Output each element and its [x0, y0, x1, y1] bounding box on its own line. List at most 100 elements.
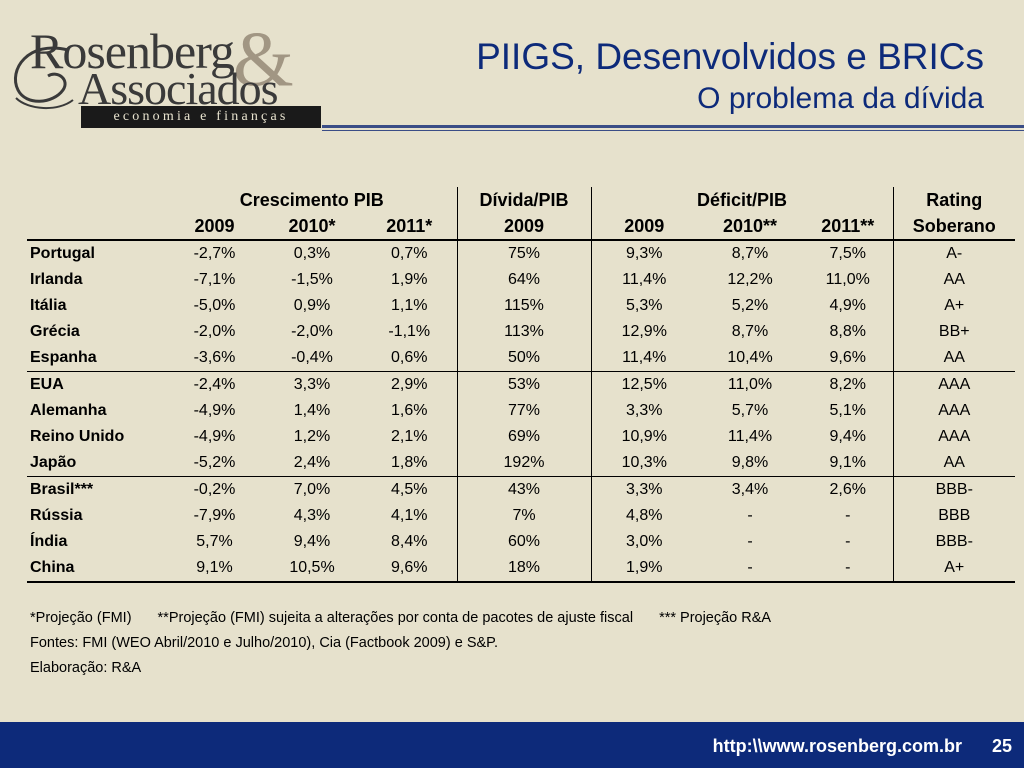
table-row: Irlanda -7,1% -1,5% 1,9% 64% 11,4% 12,2% 11,0% A… [27, 267, 1015, 293]
deficit-2009: 3,3% [590, 398, 697, 424]
header-rating: Rating [892, 187, 1015, 213]
country-name: Irlanda [30, 271, 83, 288]
growth-2011: 1,6% [391, 402, 428, 419]
table-row: Brasil*** -0,2% 7,0% 4,5% 43% 3,3% 3,4% 2,6% BBB… [27, 476, 1015, 503]
deficit-2009: 4,8% [590, 503, 697, 529]
deficit-2009: 5,3% [590, 293, 697, 319]
header-rule-thin [322, 130, 1024, 131]
country-name: Grécia [30, 323, 80, 340]
country-name: Espanha [27, 345, 167, 372]
country-name: Reino Unido [30, 428, 125, 445]
growth-2010: 3,3% [293, 376, 331, 393]
growth-2011: 1,1% [391, 297, 428, 314]
sovereign-rating: A- [892, 240, 1015, 267]
table-row: EUA -2,4% 3,3% 2,9% 53% 12,5% 11,0% 8,2% AAA [27, 371, 1015, 398]
deficit-2010: 3,4% [731, 481, 769, 498]
deficit-2010: - [747, 507, 753, 524]
deficit-2009: 1,9% [590, 555, 697, 583]
growth-2009: -0,2% [193, 481, 236, 498]
deficit-2011: 11,0% [825, 271, 870, 288]
sovereign-rating: AAA [892, 398, 1015, 424]
country-name: Índia [30, 533, 68, 550]
country-name: Alemanha [30, 402, 107, 419]
deficit-2011: - [845, 533, 851, 550]
country-name: Portugal [30, 245, 95, 262]
header-divida-pib: Dívida/PIB [456, 187, 591, 213]
sovereign-rating: AA [892, 267, 1015, 293]
debt-2009: 18% [456, 555, 591, 583]
deficit-2009: 3,3% [590, 476, 697, 503]
page-number: 25 [991, 736, 1012, 756]
growth-2010: 0,9% [293, 297, 331, 314]
growth-2010: 1,4% [293, 402, 331, 419]
growth-2009: -4,9% [193, 428, 236, 445]
country-name: Itália [30, 297, 67, 314]
growth-2010: -2,0% [291, 323, 333, 340]
sovereign-rating: BBB [892, 503, 1015, 529]
footnotes: *Projeção (FMI) **Projeção (FMI) sujeita … [30, 606, 771, 681]
growth-2009: -5,2% [167, 450, 262, 477]
deficit-2009: 11,4% [590, 345, 697, 372]
footnote-3: *** Projeção R&A [659, 610, 772, 626]
debt-2009: 69% [456, 424, 591, 450]
sovereign-rating: BBB- [892, 529, 1015, 555]
subheader-soberano: Soberano [892, 213, 1015, 241]
table-row: Índia 5,7% 9,4% 8,4% 60% 3,0% - - BBB- [27, 529, 1015, 555]
footer-bar: http:\\www.rosenberg.com.br 25 [0, 722, 1024, 768]
debt-2009: 77% [456, 398, 591, 424]
deficit-2010: 11,0% [727, 376, 773, 393]
deficit-2011: 8,8% [829, 323, 866, 340]
growth-2009: -5,0% [193, 297, 236, 314]
deficit-2011: 9,6% [803, 345, 893, 372]
table-row: Portugal -2,7% 0,3% 0,7% 75% 9,3% 8,7% 7,5% A- [27, 240, 1015, 267]
sovereign-rating: A+ [892, 555, 1015, 583]
subheader-cresc-2011: 2011* [362, 213, 457, 241]
deficit-2011: 2,6% [829, 481, 866, 498]
deficit-2009: 11,4% [590, 267, 697, 293]
logo-swirl-icon [14, 46, 74, 110]
growth-2010: 1,2% [293, 428, 331, 445]
growth-2009: -7,1% [193, 271, 236, 288]
growth-2011: 2,1% [391, 428, 428, 445]
elaboration-note: Elaboração: R&A [30, 660, 142, 676]
deficit-2011: 8,2% [829, 376, 866, 393]
country-name: EUA [30, 376, 64, 393]
slide-subtitle: O problema da dívida [697, 82, 984, 115]
subheader-cresc-2009: 2009 [167, 213, 262, 241]
debt-2009: 50% [456, 345, 591, 372]
deficit-2010: 8,7% [731, 245, 769, 262]
deficit-2010: 11,4% [727, 428, 773, 445]
deficit-2009: 3,0% [590, 529, 697, 555]
growth-2009: -2,7% [193, 245, 236, 262]
company-logo: Rosenberg & Associados economia e finanç… [8, 15, 321, 132]
deficit-2009: 9,3% [590, 240, 697, 267]
deficit-2009: 10,9% [590, 424, 697, 450]
growth-2010: 2,4% [262, 450, 362, 477]
deficit-2011: 4,9% [829, 297, 866, 314]
deficit-2010: 9,8% [697, 450, 803, 477]
debt-2009: 60% [456, 529, 591, 555]
debt-table: Crescimento PIB Dívida/PIB Déficit/PIB R… [27, 187, 1015, 583]
deficit-2009: 12,5% [590, 371, 697, 398]
header-crescimento-pib: Crescimento PIB [239, 189, 384, 210]
growth-2010: 9,4% [293, 533, 331, 550]
logo-text-associados: Associados [78, 63, 279, 114]
table-row: Japão -5,2% 2,4% 1,8% 192% 10,3% 9,8% 9,1% AA [27, 450, 1015, 477]
growth-2010: -0,4% [262, 345, 362, 372]
growth-2010: 0,3% [293, 245, 331, 262]
sovereign-rating: BBB- [892, 476, 1015, 503]
growth-2009: -2,0% [193, 323, 236, 340]
sources-note: Fontes: FMI (WEO Abril/2010 e Julho/2010… [30, 635, 498, 651]
sovereign-rating: A+ [892, 293, 1015, 319]
footer-url-link[interactable]: http:\\www.rosenberg.com.br [712, 736, 962, 756]
logo-tagline: economia e finanças [81, 106, 321, 128]
growth-2009: -2,4% [193, 376, 236, 393]
subheader-cresc-2010: 2010* [262, 213, 362, 241]
footnote-2: **Projeção (FMI) sujeita a alterações po… [157, 610, 634, 626]
header-deficit-pib: Déficit/PIB [590, 187, 893, 213]
deficit-2009: 10,3% [590, 450, 697, 477]
growth-2011: 4,1% [391, 507, 428, 524]
subheader-blank [27, 213, 167, 241]
slide-header: Rosenberg & Associados economia e finanç… [0, 0, 1024, 150]
logo-text-rosenberg: Rosenberg [30, 23, 235, 79]
